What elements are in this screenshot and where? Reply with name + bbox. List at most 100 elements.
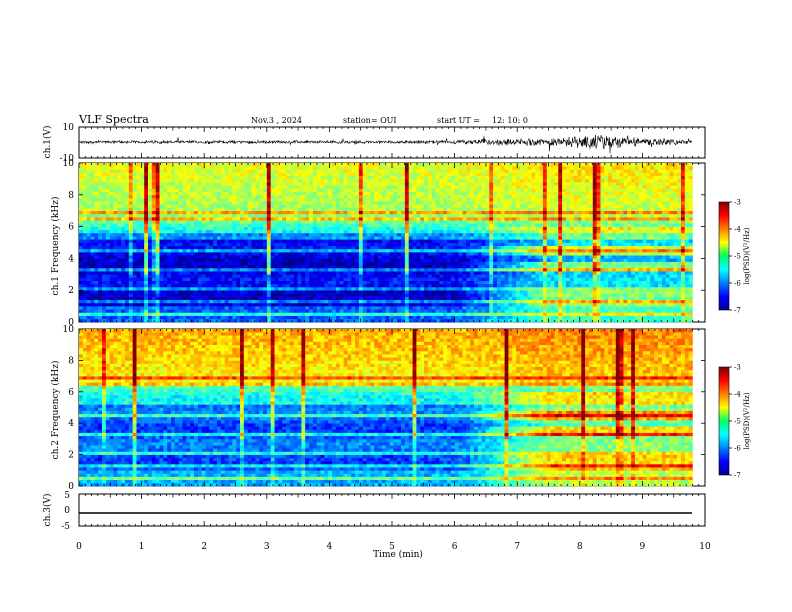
spectrogram-cell <box>151 239 156 243</box>
spectrogram-cell <box>266 232 272 237</box>
spectrogram-cell <box>378 309 383 313</box>
spectrogram-cell <box>286 280 291 285</box>
spectrogram-cell <box>197 318 202 323</box>
spectrogram-cell <box>243 213 248 218</box>
spectrogram-cell <box>255 312 260 316</box>
spectrogram-cell <box>243 299 248 304</box>
spectrogram-cell <box>228 271 233 275</box>
spectrogram-cell <box>132 236 137 240</box>
spectrogram-cell <box>427 283 433 288</box>
spectrogram-cell <box>163 213 168 218</box>
spectrogram-cell <box>381 312 387 316</box>
spectrogram-cell <box>182 226 187 231</box>
spectrogram-cell <box>431 271 436 275</box>
spectrogram-cell <box>79 232 84 237</box>
spectrogram-cell <box>94 236 99 240</box>
spectrogram-cell <box>374 175 379 180</box>
spectrogram-cell <box>251 264 256 269</box>
spectrogram-cell <box>205 261 210 266</box>
spectrogram-cell <box>439 252 444 256</box>
spectrogram-cell <box>381 236 387 240</box>
spectrogram-cell <box>324 163 329 167</box>
spectrogram-cell <box>94 201 99 205</box>
spectrogram-cell <box>186 194 191 199</box>
spectrogram-cell <box>424 191 429 196</box>
spectrogram-cell <box>155 277 160 281</box>
spectrogram-cell <box>286 178 291 183</box>
spectrogram-cell <box>301 267 306 272</box>
spectrogram-cell <box>105 232 110 237</box>
spectrogram-cell <box>209 223 214 227</box>
spectrogram-cell <box>136 172 141 177</box>
spectrogram-cell <box>82 287 87 291</box>
spectrogram-cell <box>393 252 398 256</box>
spectrogram-cell <box>86 277 91 281</box>
spectrogram-cell <box>190 223 195 227</box>
spectrogram-cell <box>435 248 440 253</box>
spectrogram-cell <box>148 261 153 266</box>
spectrogram-cell <box>404 194 410 199</box>
spectrogram-cell <box>144 223 149 227</box>
spectrogram-cell <box>79 204 84 208</box>
spectrogram-cell <box>182 277 187 281</box>
spectrogram-cell <box>105 226 110 231</box>
spectrogram-cell <box>178 248 183 253</box>
spectrogram-cell <box>305 306 310 310</box>
spectrogram-cell <box>197 277 202 281</box>
spectrogram-cell <box>90 204 95 208</box>
spectrogram-cell <box>113 258 118 262</box>
spectrogram-cell <box>121 172 126 177</box>
spectrogram-cell <box>286 283 291 288</box>
spectrogram-cell <box>332 309 337 313</box>
spectrogram-cell <box>197 191 202 196</box>
spectrogram-cell <box>439 293 444 297</box>
spectrogram-cell <box>397 271 402 275</box>
spectrogram-cell <box>439 166 444 170</box>
spectrogram-cell <box>401 226 406 231</box>
spectrogram-cell <box>151 220 156 224</box>
spectrogram-cell <box>316 188 321 192</box>
spectrogram-cell <box>439 242 444 246</box>
spectrogram-cell <box>416 252 421 256</box>
spectrogram-cell <box>381 178 387 183</box>
spectrogram-cell <box>209 287 214 291</box>
spectrogram-cell <box>328 296 333 301</box>
spectrogram-cell <box>324 207 329 211</box>
spectrogram-cell <box>132 217 137 221</box>
spectrogram-cell <box>293 315 298 320</box>
spectrogram-cell <box>404 302 410 307</box>
spectrogram-cell <box>289 169 295 173</box>
spectrogram-cell <box>312 318 318 323</box>
spectrogram-cell <box>289 204 295 208</box>
spectrogram-cell <box>282 207 287 211</box>
spectrogram-cell <box>297 204 302 208</box>
spectrogram-cell <box>324 312 329 316</box>
spectrogram-cell <box>443 312 448 316</box>
spectrogram-cell <box>378 277 383 281</box>
spectrogram-cell <box>316 245 321 250</box>
spectrogram-cell <box>197 255 202 259</box>
spectrogram-cell <box>374 315 379 320</box>
spectrogram-cell <box>255 197 260 202</box>
spectrogram-cell <box>98 201 103 205</box>
spectrogram-cell <box>117 287 122 291</box>
spectrogram-cell <box>316 264 321 269</box>
spectrogram-cell <box>205 166 210 170</box>
spectrogram-cell <box>102 172 107 177</box>
spectrogram-cell <box>174 280 179 285</box>
spectrogram-cell <box>228 290 233 294</box>
spectrogram-cell <box>320 280 325 285</box>
spectrogram-cell <box>305 296 310 301</box>
spectrogram-cell <box>98 163 103 167</box>
spectrogram-cell <box>186 267 191 272</box>
spectrogram-cell <box>240 261 245 266</box>
spectrogram-cell <box>213 274 218 278</box>
spectrogram-cell <box>259 290 264 294</box>
spectrogram-cell <box>155 287 160 291</box>
spectrogram-cell <box>358 264 364 269</box>
spectrogram-cell <box>144 306 149 310</box>
spectrogram-cell <box>316 296 321 301</box>
spectrogram-cell <box>301 293 306 297</box>
spectrogram-cell <box>366 296 371 301</box>
spectrogram-cell <box>217 169 222 173</box>
